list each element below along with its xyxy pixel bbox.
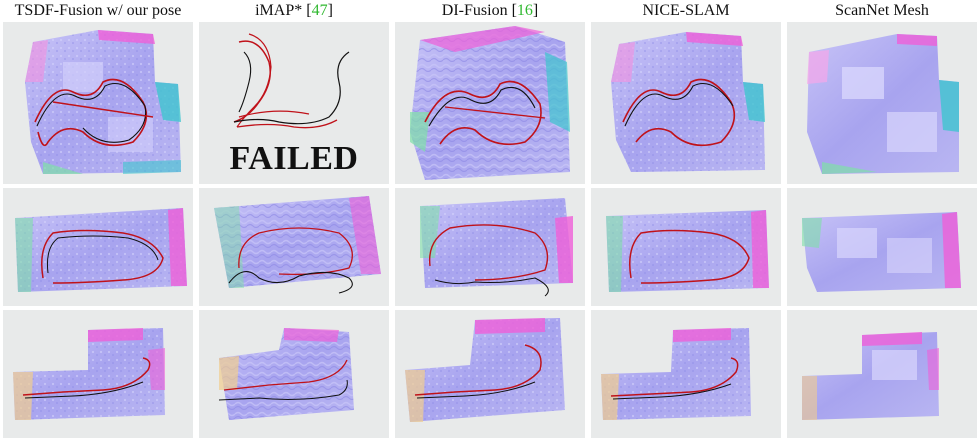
mesh-thumbnail <box>3 22 193 184</box>
mesh-thumbnail <box>787 22 977 184</box>
mesh-thumbnail <box>591 188 781 306</box>
reconstruction-mesh-icon <box>410 26 570 180</box>
column-header-difusion: DI-Fusion [16] <box>441 2 539 19</box>
reconstruction-mesh-icon <box>606 210 769 292</box>
reconstruction-mesh-icon <box>601 328 751 420</box>
mesh-thumbnail <box>395 22 585 184</box>
reconstruction-mesh-icon <box>13 328 165 420</box>
reconstruction-mesh-icon <box>214 196 381 294</box>
camera-trajectory-icon <box>233 33 350 129</box>
mesh-thumbnail <box>3 188 193 306</box>
mesh-thumbnail <box>199 188 389 306</box>
mesh-thumbnail <box>591 22 781 184</box>
mesh-thumbnail <box>395 188 585 306</box>
mesh-thumbnail <box>199 310 389 438</box>
reconstruction-mesh-icon <box>405 318 565 422</box>
citation-link[interactable]: 16 <box>516 2 533 19</box>
reconstruction-mesh-icon <box>802 212 961 292</box>
reconstruction-mesh-icon <box>218 328 354 420</box>
mesh-thumbnail <box>787 188 977 306</box>
column-header-imap: iMAP* [47] <box>255 2 333 19</box>
reconstruction-mesh-icon <box>15 208 187 292</box>
reconstruction-mesh-icon <box>420 198 573 297</box>
column-header-niceslam: NICE-SLAM <box>642 2 730 19</box>
reconstruction-mesh-icon <box>25 30 181 174</box>
mesh-thumbnail <box>591 310 781 438</box>
column-header-scannet: ScanNet Mesh <box>835 2 929 19</box>
column-header-tsdf: TSDF-Fusion w/ our pose <box>14 2 182 19</box>
reconstruction-mesh-icon <box>611 32 765 172</box>
failed-label: FAILED <box>229 140 359 177</box>
mesh-thumbnail <box>3 310 193 438</box>
reconstruction-mesh-icon <box>802 332 939 420</box>
mesh-thumbnail: FAILED <box>199 22 389 184</box>
reconstruction-mesh-icon <box>807 34 959 174</box>
citation-link[interactable]: 47 <box>311 2 328 19</box>
mesh-thumbnail <box>395 310 585 438</box>
mesh-thumbnail <box>787 310 977 438</box>
